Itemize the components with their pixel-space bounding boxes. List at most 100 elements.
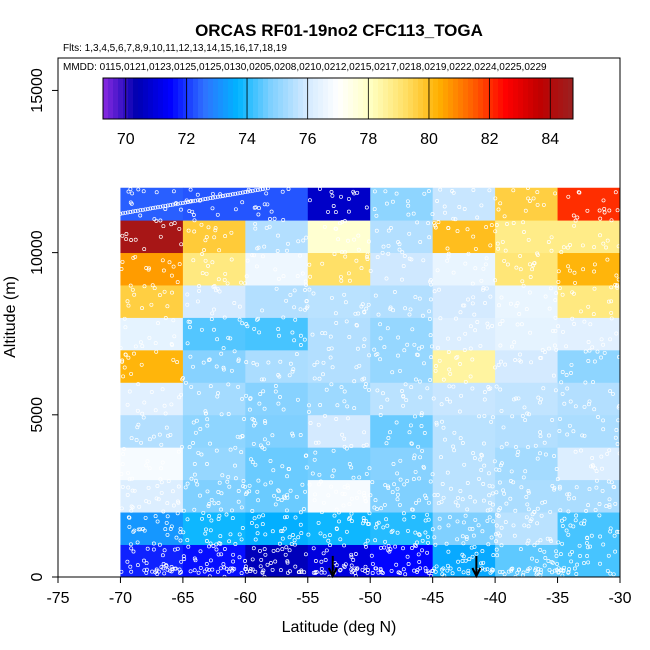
observation-point: [494, 467, 499, 472]
observation-point: [451, 444, 456, 449]
observation-point: [400, 277, 404, 282]
observation-point: [509, 568, 514, 573]
observation-point: [482, 441, 486, 446]
observation-point: [571, 291, 576, 296]
observation-point: [152, 286, 157, 291]
observation-point: [208, 541, 213, 546]
observation-point: [200, 252, 205, 256]
observation-point: [538, 548, 543, 552]
observation-point: [417, 379, 422, 384]
observation-point: [180, 200, 185, 205]
observation-point: [132, 351, 136, 356]
observation-point: [230, 508, 234, 513]
observation-point: [365, 538, 370, 543]
observation-point: [515, 453, 520, 457]
observation-point: [487, 188, 492, 193]
observation-point: [395, 492, 400, 497]
observation-point: [407, 256, 412, 261]
heatmap-cell: [370, 414, 434, 448]
observation-point: [461, 303, 465, 308]
observation-point: [0, 204, 2, 208]
observation-point: [0, 284, 2, 289]
observation-point: [326, 538, 331, 543]
observation-point: [129, 238, 134, 242]
observation-point: [338, 221, 342, 226]
observation-point: [446, 336, 450, 341]
x-tick-label: -65: [171, 590, 194, 607]
observation-point: [374, 521, 379, 526]
observation-point: [518, 267, 523, 272]
observation-point: [208, 441, 212, 446]
observation-point: [470, 386, 475, 391]
observation-point: [179, 559, 184, 564]
observation-point: [183, 200, 188, 205]
observation-point: [175, 201, 180, 206]
observation-point: [142, 528, 147, 533]
observation-point: [170, 489, 175, 494]
observation-point: [367, 521, 371, 526]
observation-point: [230, 566, 235, 571]
observation-point: [242, 417, 247, 421]
observation-point: [155, 519, 160, 524]
observation-point: [328, 543, 332, 548]
observation-point: [212, 235, 217, 240]
observation-point: [262, 419, 267, 424]
x-tick-label: -55: [296, 590, 319, 607]
observation-point: [471, 188, 476, 192]
observation-point: [322, 534, 327, 539]
observation-point: [601, 241, 606, 246]
observation-point: [523, 418, 528, 423]
observation-point: [410, 507, 415, 512]
observation-point: [240, 200, 245, 205]
observation-point: [574, 513, 579, 518]
observation-point: [449, 486, 453, 491]
observation-point: [555, 561, 560, 566]
observation-point: [395, 497, 400, 502]
observation-point: [427, 235, 432, 240]
observation-point: [281, 218, 286, 222]
observation-point: [218, 534, 223, 539]
observation-point: [130, 505, 135, 510]
observation-point: [425, 386, 430, 391]
observation-point: [171, 503, 176, 508]
observation-point: [307, 198, 312, 203]
observation-point: [571, 429, 576, 434]
colorbar-swatch: [428, 78, 434, 119]
observation-point: [487, 500, 492, 505]
heatmap-cell: [120, 382, 184, 416]
observation-point: [311, 546, 316, 551]
observation-point: [268, 480, 273, 485]
observation-point: [600, 488, 605, 493]
observation-point: [569, 559, 574, 564]
colorbar-swatch: [118, 78, 124, 119]
observation-point: [350, 568, 355, 573]
observation-point: [163, 203, 168, 208]
observation-point: [383, 539, 388, 544]
observation-point: [169, 569, 174, 574]
observation-point: [526, 490, 531, 495]
observation-point: [128, 542, 133, 547]
observation-point: [271, 468, 276, 473]
observation-point: [606, 299, 611, 304]
heatmap-cell: [495, 220, 558, 254]
heatmap-cell: [495, 479, 558, 513]
observation-point: [300, 482, 305, 487]
observation-point: [258, 392, 263, 396]
observation-point: [135, 540, 140, 545]
observation-point: [208, 558, 213, 563]
observation-point: [0, 224, 2, 229]
colorbar-tick-label: 82: [481, 131, 499, 148]
observation-point: [168, 203, 173, 208]
observation-point: [547, 306, 552, 311]
observation-point: [500, 239, 505, 244]
x-tick-label: -30: [608, 590, 631, 607]
observation-point: [548, 537, 553, 542]
heatmap-cell: [307, 479, 371, 513]
observation-point: [458, 310, 463, 315]
observation-point: [0, 191, 2, 196]
observation-point: [488, 386, 493, 391]
observation-point: [432, 493, 437, 498]
observation-point: [406, 212, 411, 217]
observation-point: [131, 549, 136, 554]
